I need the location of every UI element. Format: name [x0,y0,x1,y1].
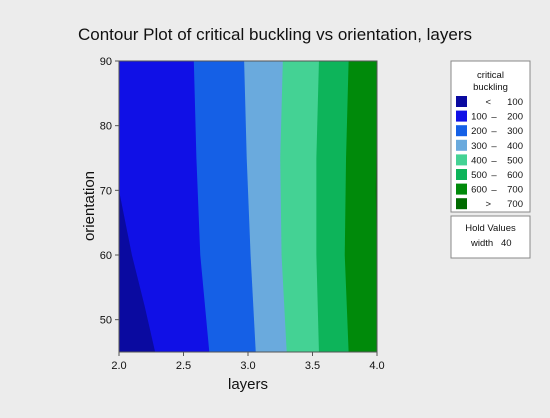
hold-values-box: Hold Values width 40 [450,215,531,259]
legend-range-dash: – [491,126,497,137]
legend-range-low: 400 [471,155,487,166]
legend-range-low: 200 [471,126,487,137]
y-axis: 50 60 70 80 90 [100,56,119,327]
legend-range-dash: – [491,141,497,152]
x-tick-label: 2.5 [176,360,191,372]
contour-band-level-7 [344,61,377,352]
legend-items: <100100–200200–300300–400400–500500–6006… [456,96,523,210]
legend-range-dash: – [491,170,497,181]
legend-range-dash: – [491,185,497,196]
legend-swatch [456,154,467,166]
y-tick-label: 50 [100,315,112,327]
x-axis-label: layers [228,376,268,393]
y-tick-label: 70 [100,185,112,197]
legend-swatch [456,139,467,151]
legend-title-line2: buckling [473,82,508,93]
legend-range-dash: – [491,112,497,123]
legend-swatch [456,183,467,195]
x-tick-label: 3.0 [240,360,255,372]
legend-range-low: 300 [471,141,487,152]
hold-values-width-value: 40 [501,238,512,249]
y-tick-label: 60 [100,250,112,262]
legend-range-high: 600 [507,170,523,181]
x-tick-label: 3.5 [305,360,320,372]
legend-range-high: 100 [507,97,523,108]
hold-values-width-label: width [470,238,493,249]
contour-bands [119,61,377,352]
x-axis: 2.0 2.5 3.0 3.5 4.0 [111,352,385,372]
legend-range-high: 700 [507,199,523,210]
legend: critical buckling <100100–200200–300300–… [450,60,531,213]
legend-range-low: > [485,199,491,210]
hold-values-frame [450,215,531,259]
legend-range-low: 100 [471,112,487,123]
plot-area [118,60,378,353]
y-axis-label: orientation [81,171,98,241]
legend-range-high: 700 [507,185,523,196]
legend-swatch [456,110,467,122]
legend-range-low: 500 [471,170,487,181]
x-tick-label: 2.0 [111,360,126,372]
legend-swatch [456,125,467,137]
legend-title-line1: critical [477,70,504,81]
legend-range-high: 200 [507,112,523,123]
legend-range-dash: – [491,155,497,166]
x-tick-label: 4.0 [369,360,384,372]
legend-range-low: 600 [471,185,487,196]
chart-title: Contour Plot of critical buckling vs ori… [78,25,472,44]
legend-swatch [456,198,467,210]
hold-values-title: Hold Values [465,223,516,234]
legend-range-high: 300 [507,126,523,137]
legend-swatch [456,96,467,107]
y-tick-label: 90 [100,56,112,68]
legend-swatch [456,169,467,180]
legend-range-high: 400 [507,141,523,152]
legend-range-low: < [485,97,491,108]
legend-range-high: 500 [507,155,523,166]
y-tick-label: 80 [100,121,112,133]
